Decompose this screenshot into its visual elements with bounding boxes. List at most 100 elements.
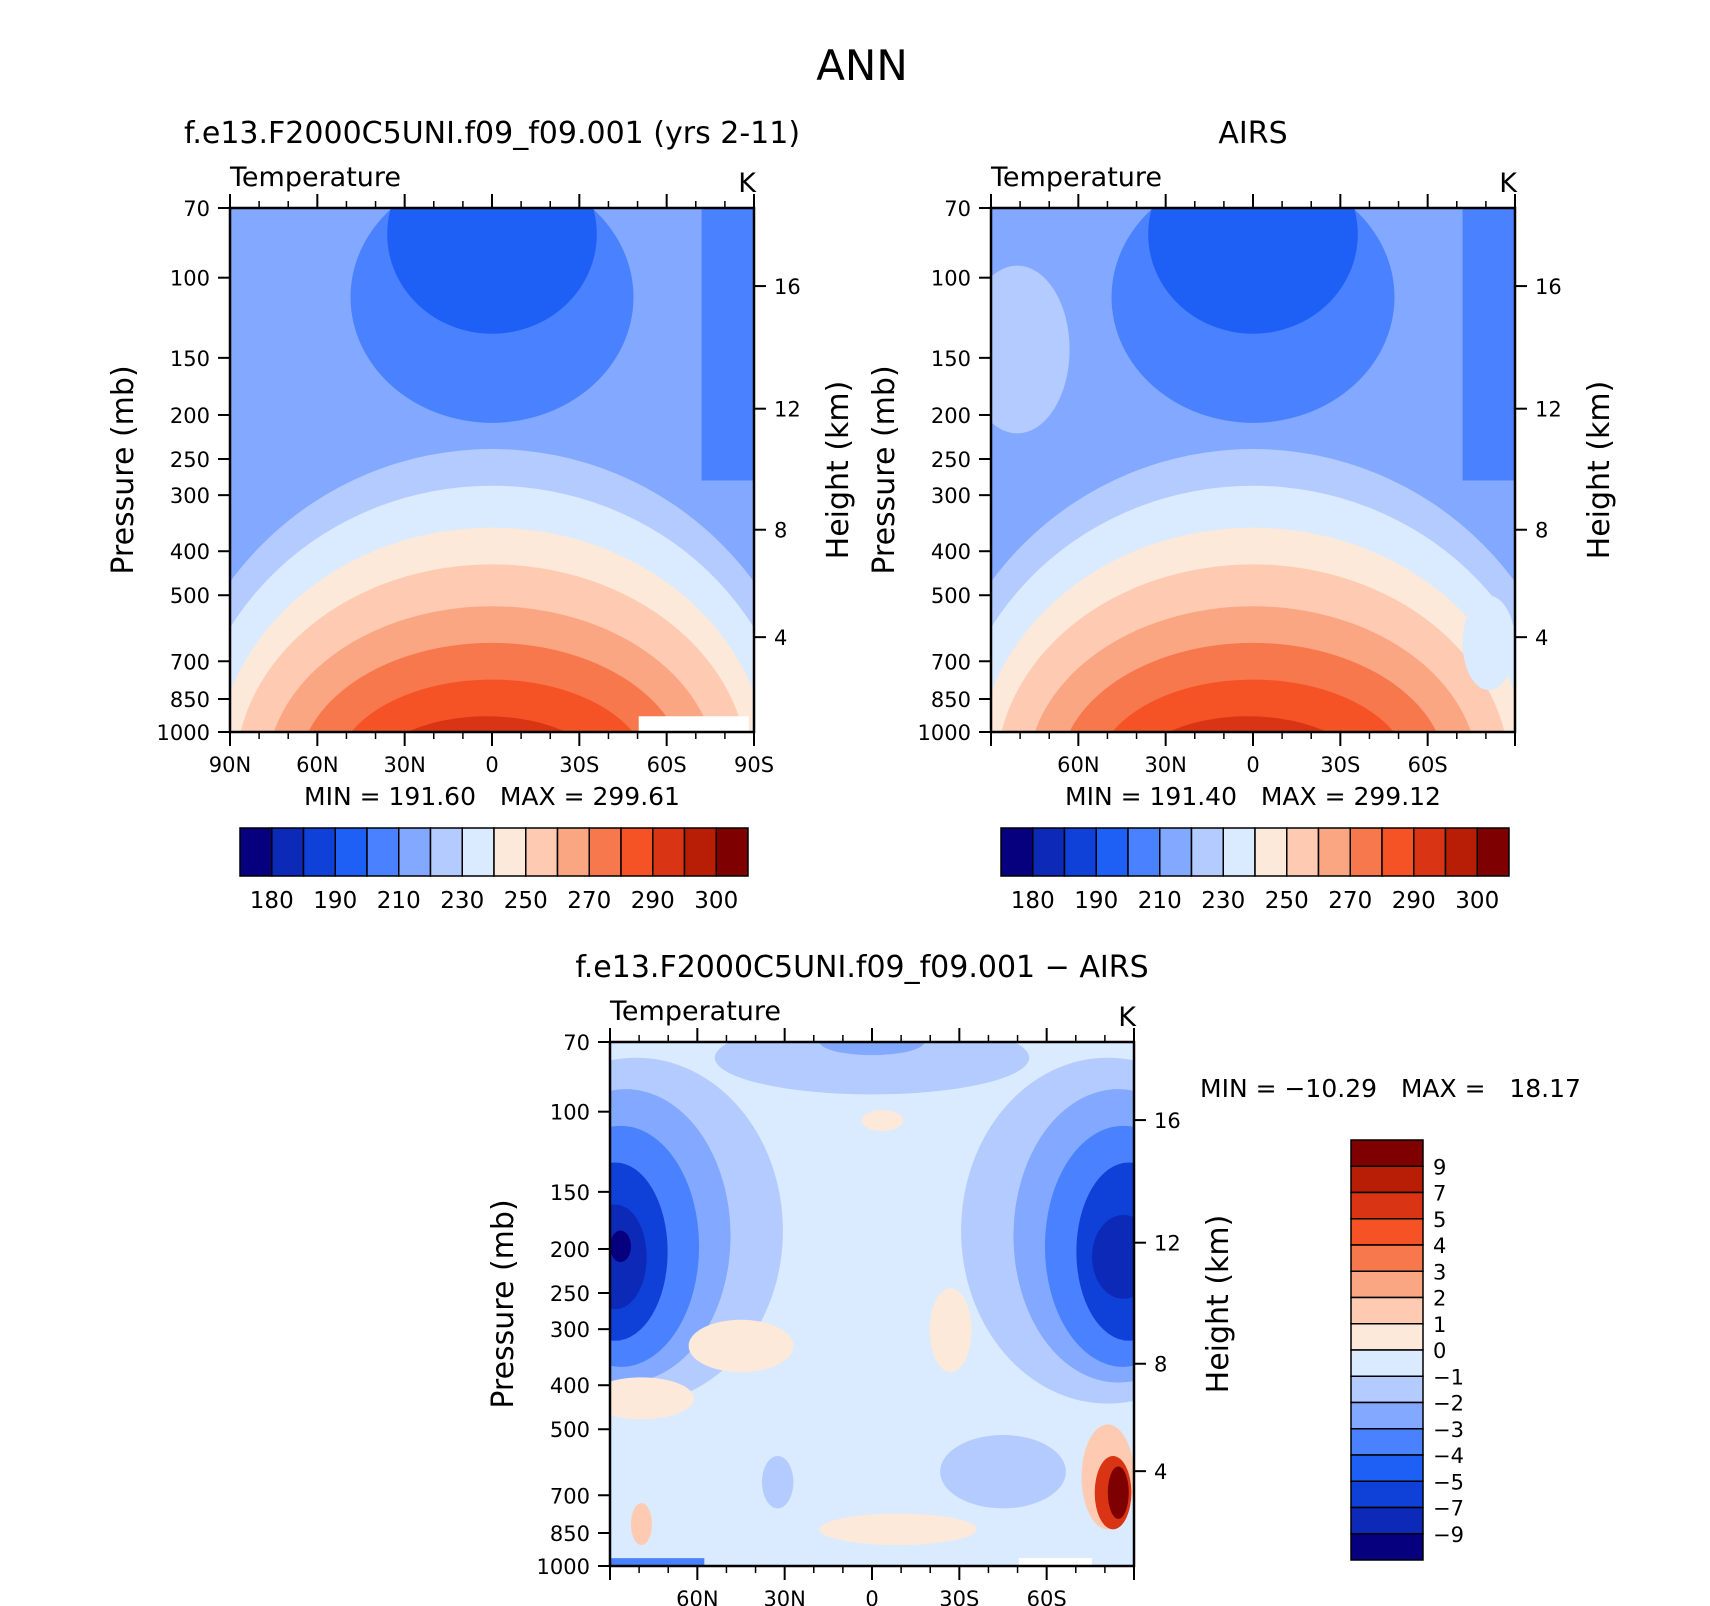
y-tick-label: 300: [550, 1318, 590, 1342]
contour-band: [630, 1503, 652, 1546]
colorbar-swatch: [588, 827, 622, 877]
y-tick-label: 1000: [537, 1555, 590, 1579]
x-tick-label: 60S: [1408, 753, 1448, 777]
colorbar-label: 180: [250, 888, 294, 914]
colorbar-label: −7: [1433, 1497, 1464, 1521]
contour-band: [1148, 208, 1358, 334]
x-tick-label: 30N: [1144, 753, 1186, 777]
colorbar-swatch: [271, 827, 305, 877]
y-tick-label: 1000: [157, 721, 210, 745]
colorbar-swatch: [493, 827, 527, 877]
x-tick-label: 0: [485, 753, 498, 777]
colorbar-swatch: [1476, 827, 1510, 877]
panel-subtitle-left: Temperature: [229, 162, 401, 193]
y-tick-label: 150: [931, 347, 971, 371]
contour-band: [407, 716, 566, 732]
colorbar-swatch: [1350, 1270, 1424, 1299]
x-tick-label: 90S: [734, 753, 774, 777]
y-tick-label: 700: [931, 650, 971, 674]
colorbar-swatch: [1317, 827, 1351, 877]
y-axis-label: Pressure (mb): [867, 365, 902, 574]
y-tick-label: 200: [550, 1238, 590, 1262]
colorbar-swatch: [1350, 1191, 1424, 1220]
colorbar-swatch: [1286, 827, 1320, 877]
colorbar-label: 180: [1011, 888, 1055, 914]
colorbar-swatch: [620, 827, 654, 877]
colorbar-label: 290: [1392, 888, 1436, 914]
contour-band: [701, 208, 754, 481]
contour-band: [819, 1042, 925, 1056]
colorbar-swatch: [1063, 827, 1097, 877]
colorbar-swatch: [1222, 827, 1256, 877]
x-tick-label: 0: [1246, 753, 1259, 777]
axis-ticks: 70 100 150 200 250 300 400 500 700 850 1000 16 12 8 4 6…: [537, 1028, 1181, 1606]
colorbar-swatch: [239, 827, 273, 877]
y-tick-label: 70: [563, 1031, 590, 1055]
colorbar-label: 250: [504, 888, 548, 914]
y-tick-label: 70: [944, 197, 971, 221]
y2-tick-label: 16: [1535, 275, 1562, 299]
y-tick-label: 500: [170, 584, 210, 608]
contour-band: [610, 1558, 705, 1566]
y-tick-label: 700: [170, 650, 210, 674]
figure-title: ANN: [816, 41, 908, 90]
colorbar: 180 190 210 230 250 270 290 300: [1000, 827, 1510, 914]
y2-tick-label: 4: [1154, 1460, 1167, 1484]
colorbar-swatch: [1350, 1454, 1424, 1482]
contour-band: [1112, 679, 1394, 732]
contour-band: [940, 1435, 1066, 1509]
y-tick-label: 300: [170, 484, 210, 508]
contour-band: [991, 265, 1070, 434]
panel-subtitle-left: Temperature: [990, 162, 1162, 193]
colorbar-label: 300: [694, 888, 738, 914]
colorbar-swatch: [1127, 827, 1161, 877]
colorbar-label: 7: [1433, 1182, 1446, 1206]
x-tick-label: 60N: [1057, 753, 1099, 777]
y-tick-label: 70: [183, 197, 210, 221]
colorbar-swatch: [1159, 827, 1193, 877]
x-tick-label: 60N: [296, 753, 338, 777]
y-tick-label: 250: [550, 1282, 590, 1306]
colorbar-label: −9: [1433, 1523, 1464, 1547]
contour-band: [351, 679, 633, 732]
colorbar-swatch: [1350, 1323, 1424, 1351]
colorbar-label: 210: [377, 888, 421, 914]
y-tick-label: 700: [550, 1484, 590, 1508]
colorbar-label: 190: [1074, 888, 1118, 914]
contour-band: [1092, 1214, 1134, 1299]
colorbar-swatch: [1381, 827, 1415, 877]
colorbar-swatch: [398, 827, 432, 877]
x-tick-label: 30S: [939, 1587, 979, 1606]
panel-title: AIRS: [1218, 116, 1287, 151]
y2-tick-label: 4: [1535, 626, 1548, 650]
panel-units: K: [1499, 168, 1518, 199]
colorbar-swatch: [1350, 1401, 1424, 1430]
colorbar-swatch: [302, 827, 336, 877]
contour-field: [230, 208, 754, 732]
y-tick-label: 1000: [918, 721, 971, 745]
y-axis-label: Pressure (mb): [106, 365, 141, 574]
y-tick-label: 150: [550, 1181, 590, 1205]
contour-band: [610, 1204, 647, 1310]
contour-band: [861, 1110, 904, 1132]
colorbar-label: −1: [1433, 1365, 1464, 1389]
y2-tick-label: 12: [1154, 1232, 1181, 1256]
x-tick-label: 60S: [647, 753, 687, 777]
axis-ticks: 70 100 150 200 250 300 400 500 700 850 1000 16 12 8 4 9…: [157, 194, 801, 777]
colorbar-swatch: [1350, 1506, 1424, 1535]
colorbar-label: 1: [1433, 1313, 1446, 1337]
y-tick-label: 100: [170, 267, 210, 291]
colorbar-swatch: [461, 827, 495, 877]
colorbar-label: −5: [1433, 1470, 1464, 1494]
panel-model: f.e13.F2000C5UNI.f09_f09.001 (yrs 2-11) …: [106, 116, 856, 914]
colorbar-swatch: [1095, 827, 1129, 877]
panel-units: K: [738, 168, 757, 199]
contour-field: [991, 208, 1515, 732]
contour-band: [610, 1230, 631, 1263]
contour-band: [638, 716, 749, 732]
min-max-stats: MIN = 191.60 MAX = 299.61: [304, 782, 680, 811]
y-axis-label: Pressure (mb): [486, 1199, 521, 1408]
y-tick-label: 400: [550, 1374, 590, 1398]
x-tick-label: 30N: [763, 1587, 805, 1606]
y2-tick-label: 8: [1154, 1353, 1167, 1377]
